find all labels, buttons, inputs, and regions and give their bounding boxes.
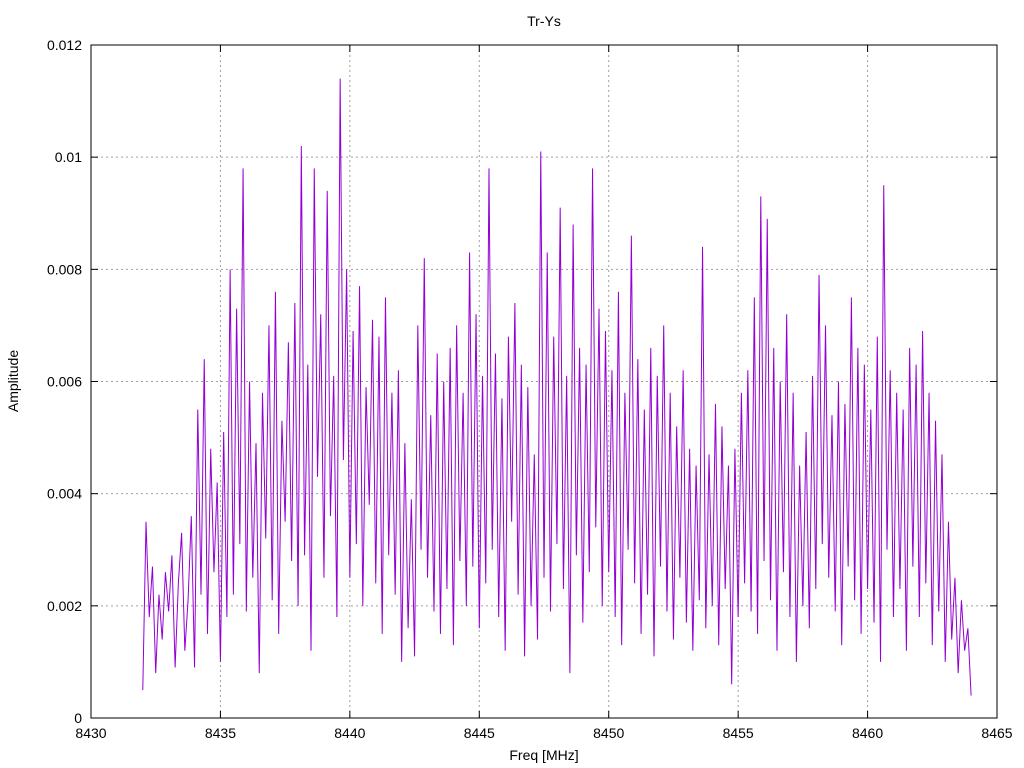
chart-title: Tr-Ys [527,13,561,29]
y-tick-label: 0.01 [55,149,82,165]
x-tick-label: 8460 [852,725,883,741]
axis-ticks: 8430 8435 8440 8445 8450 8455 8460 8465 0 0.002 0.… [47,37,1013,741]
x-tick-label: 8465 [981,725,1012,741]
x-tick-label: 8440 [334,725,365,741]
y-tick-label: 0.012 [47,37,82,53]
x-tick-label: 8435 [205,725,236,741]
y-tick-label: 0.004 [47,486,82,502]
x-tick-label: 8455 [723,725,754,741]
x-tick-label: 8450 [593,725,624,741]
series-line [142,78,972,696]
x-axis-label: Freq [MHz] [509,747,578,763]
y-tick-label: 0.002 [47,598,82,614]
y-tick-label: 0 [74,710,82,726]
y-axis-label: Amplitude [5,350,21,412]
x-tick-label: 8430 [75,725,106,741]
x-tick-label: 8445 [464,725,495,741]
y-tick-label: 0.006 [47,374,82,390]
y-tick-label: 0.008 [47,261,82,277]
